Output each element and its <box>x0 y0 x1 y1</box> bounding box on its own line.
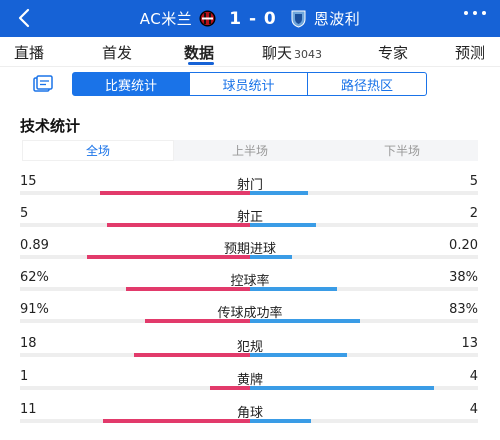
stat-away-track <box>250 319 478 323</box>
period-second-half[interactable]: 下半场 <box>383 144 420 158</box>
stat-away-track <box>250 353 478 357</box>
stat-away-track <box>250 386 478 390</box>
stat-home-bar <box>126 287 250 291</box>
stat-away-bar <box>250 255 292 259</box>
stat-home-track <box>20 386 250 390</box>
stat-home-value: 91% <box>20 302 49 317</box>
stats-report-icon[interactable] <box>33 75 53 93</box>
section-title: 技术统计 <box>20 117 81 135</box>
stat-name: 黄牌 <box>236 373 263 388</box>
stat-home-track <box>20 419 250 423</box>
stat-home-bar <box>145 319 250 323</box>
stat-row: 91% 传球成功率 83% <box>0 302 500 326</box>
home-team-name[interactable]: AC米兰 <box>139 10 193 28</box>
stat-away-track <box>250 223 478 227</box>
stat-home-value: 11 <box>20 402 37 417</box>
active-tab-indicator <box>188 62 214 65</box>
stat-row: 1 黄牌 4 <box>0 369 500 393</box>
stat-home-value: 0.89 <box>20 238 49 253</box>
more-dots-icon <box>464 11 468 15</box>
segment-heat-map[interactable]: 路径热区 <box>307 72 427 96</box>
back-button[interactable] <box>14 7 36 29</box>
stat-name: 射门 <box>236 178 263 193</box>
more-button[interactable] <box>464 11 486 15</box>
stat-home-bar <box>103 419 250 423</box>
stat-home-bar <box>107 223 250 227</box>
chevron-left-icon <box>18 8 30 28</box>
stat-away-value: 38% <box>449 270 478 285</box>
stat-name: 犯规 <box>236 340 263 355</box>
match-tabs: 直播 首发 数据 聊天 3043 专家 预测 <box>0 37 500 67</box>
stat-row: 5 射正 2 <box>0 206 500 230</box>
stat-name: 射正 <box>236 210 263 225</box>
empoli-crest-icon[interactable] <box>290 9 307 28</box>
stat-away-bar <box>250 419 311 423</box>
stat-home-value: 15 <box>20 174 37 189</box>
stat-away-track <box>250 255 478 259</box>
stat-row: 15 射门 5 <box>0 174 500 198</box>
stat-home-track <box>20 255 250 259</box>
away-team-name[interactable]: 恩波利 <box>313 10 361 28</box>
period-first-half[interactable]: 上半场 <box>231 144 268 158</box>
stat-home-track <box>20 287 250 291</box>
period-full-match[interactable]: 全场 <box>22 140 174 161</box>
stat-away-bar <box>250 287 337 291</box>
tab-predictions[interactable]: 预测 <box>455 44 486 62</box>
stat-away-bar <box>250 353 347 357</box>
stat-away-value: 4 <box>469 402 478 417</box>
segment-match-stats[interactable]: 比赛统计 <box>72 72 190 96</box>
stat-row: 18 犯规 13 <box>0 336 500 360</box>
more-dots-icon <box>473 11 477 15</box>
stat-home-bar <box>87 255 250 259</box>
stat-name: 预期进球 <box>223 242 276 257</box>
stat-home-value: 5 <box>20 206 29 221</box>
stat-home-track <box>20 223 250 227</box>
stat-name: 角球 <box>236 406 263 421</box>
tab-chat[interactable]: 聊天 3043 <box>262 44 323 62</box>
stat-home-value: 18 <box>20 336 37 351</box>
stat-home-value: 62% <box>20 270 49 285</box>
period-tabs: 全场 上半场 下半场 <box>22 140 478 161</box>
stat-home-track <box>20 319 250 323</box>
stat-away-track <box>250 419 478 423</box>
match-header: AC米兰 1 - 0 恩波利 <box>0 0 500 37</box>
stat-away-bar <box>250 386 434 390</box>
stat-name: 传球成功率 <box>217 306 283 321</box>
stat-away-track <box>250 191 478 195</box>
stat-away-value: 83% <box>449 302 478 317</box>
stat-away-track <box>250 287 478 291</box>
stat-away-value: 2 <box>469 206 478 221</box>
stat-away-value: 13 <box>461 336 478 351</box>
stat-home-track <box>20 353 250 357</box>
tab-live[interactable]: 直播 <box>14 44 45 62</box>
stat-away-value: 5 <box>469 174 478 189</box>
chat-count: 3043 <box>294 48 323 61</box>
tab-experts[interactable]: 专家 <box>378 44 409 62</box>
stat-home-track <box>20 191 250 195</box>
ac-milan-crest-icon[interactable] <box>199 9 216 28</box>
tab-stats[interactable]: 数据 <box>184 44 215 62</box>
stat-home-bar <box>210 386 250 390</box>
more-dots-icon <box>482 11 486 15</box>
score-line: AC米兰 1 - 0 恩波利 <box>0 0 500 37</box>
stat-row: 11 角球 4 <box>0 402 500 426</box>
segment-player-stats[interactable]: 球员统计 <box>189 72 308 96</box>
stat-home-value: 1 <box>20 369 29 384</box>
stat-away-value: 4 <box>469 369 478 384</box>
stat-row: 62% 控球率 38% <box>0 270 500 294</box>
stat-away-bar <box>250 319 360 323</box>
stat-home-bar <box>134 353 250 357</box>
stat-name: 控球率 <box>230 274 270 289</box>
stat-away-bar <box>250 223 316 227</box>
tab-lineup[interactable]: 首发 <box>102 44 133 62</box>
stat-home-bar <box>100 191 250 195</box>
stat-away-bar <box>250 191 308 195</box>
stat-away-value: 0.20 <box>449 238 478 253</box>
match-score: 1 - 0 <box>229 8 277 29</box>
stat-row: 0.89 预期进球 0.20 <box>0 238 500 262</box>
